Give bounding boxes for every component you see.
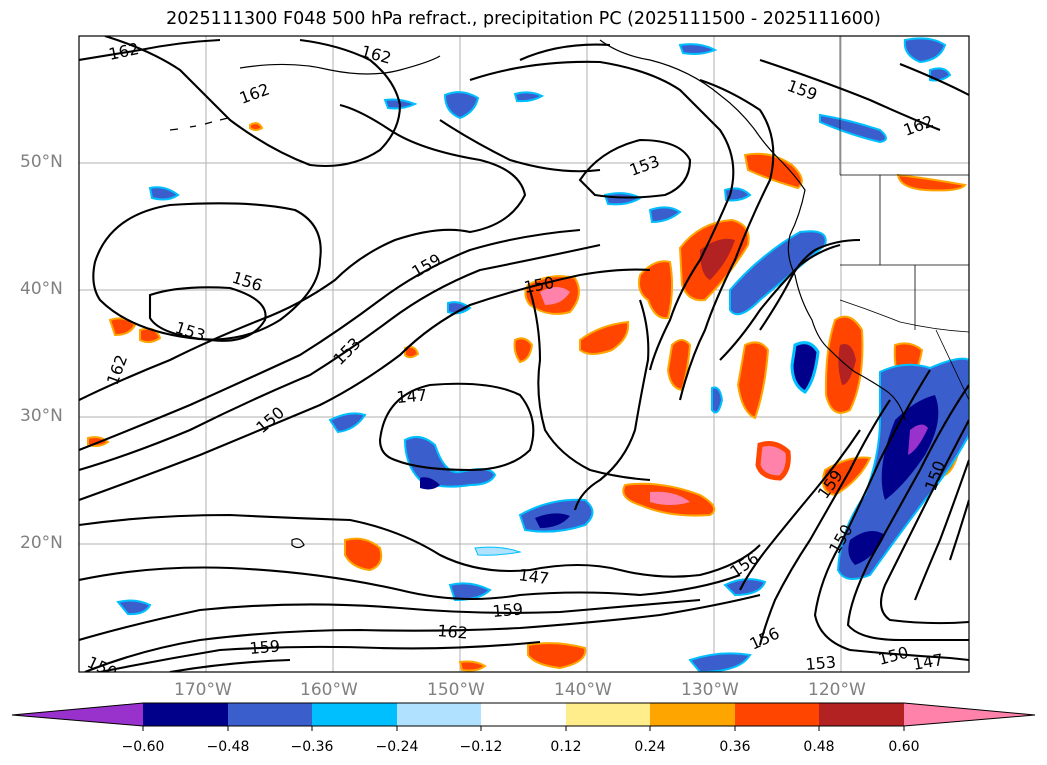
lon-label-160w: 160°W: [300, 680, 358, 700]
contour-label: 159: [249, 636, 281, 658]
colorbar-segment: [143, 703, 228, 726]
colorbar-tick-label: 0.48: [803, 739, 834, 755]
colorbar-segment: [397, 703, 481, 726]
colorbar-extend-low: [12, 703, 143, 726]
contour-label: 159: [492, 599, 524, 621]
contour-label: 162: [437, 621, 469, 643]
lat-label-20n: 20°N: [20, 533, 63, 553]
contour-label: 147: [911, 650, 944, 674]
colorbar-segment: [735, 703, 819, 726]
colorbar-tick-label: 0.36: [719, 739, 750, 755]
colorbar-tick-label: −0.36: [291, 739, 334, 755]
colorbar-segment: [312, 703, 397, 726]
lon-label-130w: 130°W: [681, 680, 739, 700]
map-frame: [78, 35, 970, 673]
lon-label-150w: 150°W: [427, 680, 485, 700]
lat-label-50n: 50°N: [20, 152, 63, 172]
colorbar-tick-label: 0.24: [634, 739, 665, 755]
contour-label: 153: [805, 652, 837, 674]
lat-label-40n: 40°N: [20, 279, 63, 299]
colorbar-tick-label: −0.12: [460, 739, 503, 755]
colorbar-tick-label: −0.60: [122, 739, 165, 755]
coastlines: [169, 36, 969, 549]
colorbar: −0.60 −0.48 −0.36 −0.24 −0.12 0.12 0.24 …: [11, 702, 1036, 755]
lon-label-120w: 120°W: [808, 680, 866, 700]
colorbar-segment: [481, 703, 566, 726]
colorbar-segment: [566, 703, 650, 726]
map-title: 2025111300 F048 500 hPa refract., precip…: [166, 9, 881, 29]
colorbar-tick-label: 0.60: [888, 739, 919, 755]
lon-label-140w: 140°W: [554, 680, 612, 700]
contour-label: 147: [517, 565, 550, 588]
colorbar-tick-label: −0.24: [376, 739, 419, 755]
colorbar-segment: [650, 703, 735, 726]
colorbar-tick-label: −0.48: [207, 739, 250, 755]
colorbar-extend-high: [904, 703, 1035, 726]
colorbar-segment: [228, 703, 312, 726]
lon-label-170w: 170°W: [174, 680, 232, 700]
colorbar-segment: [819, 703, 904, 726]
refractivity-contours: [79, 36, 969, 672]
lat-label-30n: 30°N: [20, 406, 63, 426]
precip-negative: [116, 37, 969, 672]
map-plot-area: 162 162 162 156 153 162 153 150 159 150 …: [79, 36, 969, 674]
contour-label: 147: [396, 385, 428, 407]
colorbar-tick-label: 0.12: [550, 739, 581, 755]
